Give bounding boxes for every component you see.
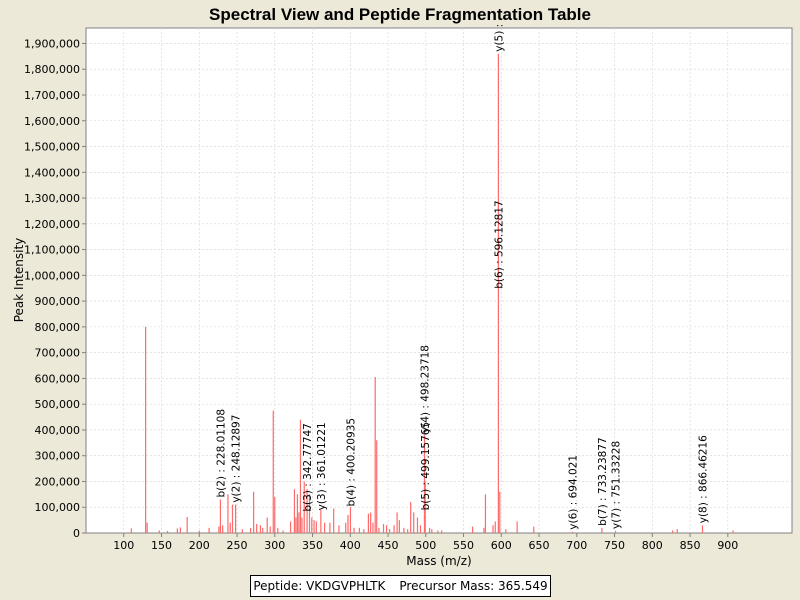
y-tick-label: 1,100,000	[24, 244, 80, 257]
y-tick-label: 0	[73, 527, 80, 540]
y-tick-label: 1,300,000	[24, 192, 80, 205]
y-tick-label: 1,500,000	[24, 141, 80, 154]
peak-annotation: y(5) :	[493, 24, 505, 52]
x-tick-label: 800	[642, 539, 663, 552]
x-tick-label: 750	[604, 539, 625, 552]
x-tick-label: 700	[566, 539, 587, 552]
y-tick-label: 1,700,000	[24, 89, 80, 102]
y-tick-label: 300,000	[35, 450, 81, 463]
y-tick-label: 700,000	[35, 347, 81, 360]
peak-annotations: b(2) : 228.01108 y(2) : 248.12897 b(3) : 3…	[215, 24, 709, 530]
y-tick-label: 200,000	[35, 475, 81, 488]
precursor-mass-label: Precursor Mass: 365.549	[399, 579, 548, 593]
x-tick-label: 350	[302, 539, 323, 552]
x-tick-label: 400	[340, 539, 361, 552]
y-tick-label: 1,200,000	[24, 218, 80, 231]
peak-annotation: b(2) : 228.01108	[215, 409, 227, 498]
peak-series	[130, 53, 734, 533]
x-tick-label: 300	[264, 539, 285, 552]
x-tick-label: 550	[453, 539, 474, 552]
y-tick-label: 1,600,000	[24, 115, 80, 128]
y-tick-label: 400,000	[35, 424, 81, 437]
peak-annotation: b(3) : 342.77747	[302, 423, 314, 512]
peak-annotation: y(2) : 248.12897	[231, 415, 243, 503]
x-axis-label: Mass (m/z)	[406, 554, 471, 568]
axes: 0 100,000 200,000 300,000 400,000 500,000 600,…	[24, 37, 738, 552]
peptide-info-box: Peptide: VKDGVPHLTK Precursor Mass: 365.…	[250, 575, 551, 597]
peak-annotation: b(5) : 499.15765	[420, 422, 432, 511]
x-tick-label: 150	[151, 539, 172, 552]
y-axis-label: Peak Intensity	[12, 238, 26, 323]
x-tick-label: 500	[415, 539, 436, 552]
peak-annotation: y(6) : 694.021	[567, 455, 579, 530]
peak-annotation: y(4) : 498.23718	[419, 345, 431, 433]
peak-annotation: y(7) : 751.33228	[611, 441, 623, 529]
x-tick-label: 100	[113, 539, 134, 552]
x-tick-label: 250	[227, 539, 248, 552]
chart-title: Spectral View and Peptide Fragmentation …	[209, 5, 591, 24]
x-tick-label: 600	[491, 539, 512, 552]
spectrum-chart: Spectral View and Peptide Fragmentation …	[12, 5, 793, 568]
peak-annotation: b(4) : 400.20935	[345, 418, 357, 507]
y-tick-label: 800,000	[35, 321, 81, 334]
peak-annotation: b(7) : 733.23877	[597, 437, 609, 526]
y-tick-label: 1,000,000	[24, 269, 80, 282]
peak-annotation: y(3) : 361.01221	[316, 422, 328, 510]
plot-area	[85, 27, 793, 534]
y-tick-label: 500,000	[35, 398, 81, 411]
x-tick-label: 850	[680, 539, 701, 552]
x-tick-label: 650	[529, 539, 550, 552]
y-tick-label: 100,000	[35, 501, 81, 514]
y-tick-label: 600,000	[35, 372, 81, 385]
x-tick-label: 450	[378, 539, 399, 552]
peak-annotation: y(8) : 866.46216	[697, 435, 709, 523]
x-tick-label: 900	[717, 539, 738, 552]
y-tick-label: 1,400,000	[24, 166, 80, 179]
peptide-label: Peptide: VKDGVPHLTK	[253, 579, 386, 593]
y-tick-label: 1,800,000	[24, 63, 80, 76]
peak-annotation: b(6) : 596.12817	[493, 200, 505, 289]
y-tick-label: 900,000	[35, 295, 81, 308]
y-tick-label: 1,900,000	[24, 37, 80, 50]
grid-lines	[86, 28, 792, 533]
x-tick-label: 200	[189, 539, 210, 552]
